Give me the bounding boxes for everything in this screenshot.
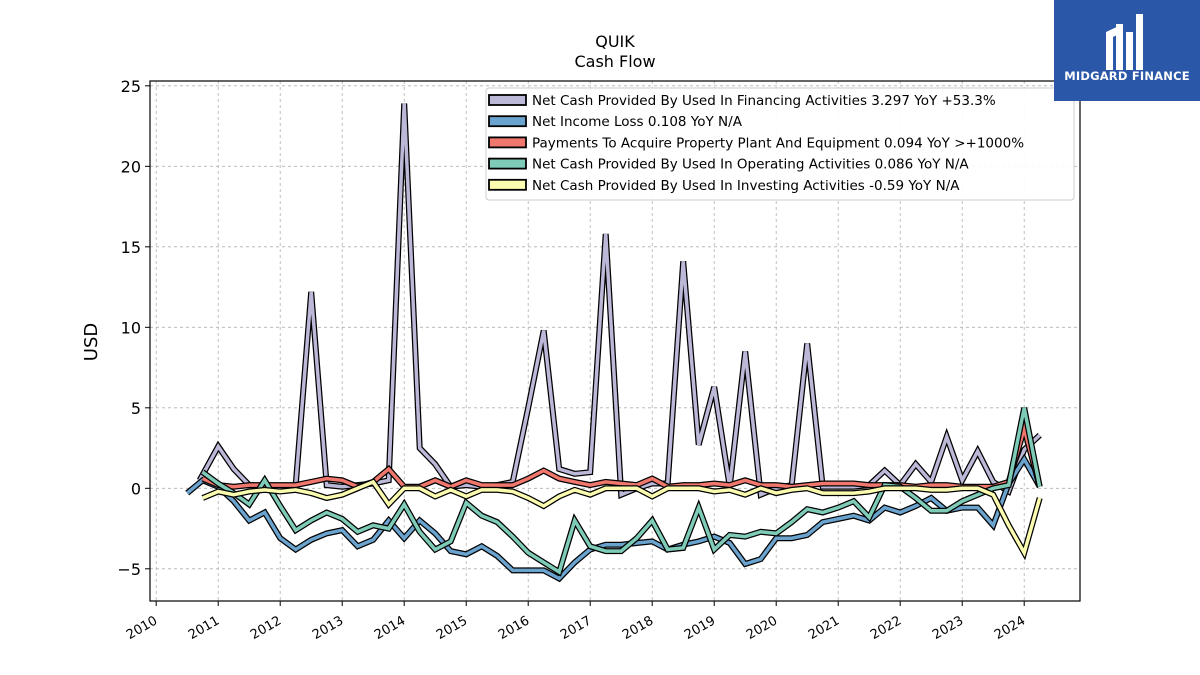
chart-subtitle: Cash Flow [574, 52, 655, 71]
series-stroke [202, 479, 1042, 558]
x-tick-label: 2022 [868, 613, 904, 643]
x-tick-label: 2020 [744, 613, 780, 643]
x-tick-label: 2013 [310, 613, 346, 643]
x-axis: 2010 2011 2012 2013 2014 2015 2016 2017 2018 2019… [124, 601, 1028, 643]
chart-title: QUIK [595, 32, 635, 51]
x-tick-label: 2017 [558, 613, 594, 643]
midgard-logo-icon [1106, 14, 1143, 70]
series-line [201, 478, 1043, 561]
x-tick-label: 2019 [682, 613, 718, 643]
legend-swatch [488, 157, 527, 170]
legend-swatch [488, 178, 527, 191]
series-stroke [186, 455, 1042, 581]
legend-box [485, 87, 1075, 201]
plot-frame [149, 80, 1081, 602]
x-tick-label: 2010 [124, 613, 160, 643]
legend-entry: Net Income Loss 0.108 YoY N/A [532, 114, 743, 130]
y-axis: −5 0 5 10 15 20 25 [117, 77, 150, 579]
legend-entry: Payments To Acquire Property Plant And E… [532, 135, 1024, 151]
y-tick-label: 20 [121, 157, 141, 176]
y-tick-label: 15 [121, 238, 141, 257]
x-tick-label: 2012 [248, 613, 284, 643]
legend-swatch [488, 94, 527, 106]
y-tick-label: −5 [117, 560, 141, 579]
x-tick-label: 2011 [186, 613, 222, 643]
y-tick-label: 5 [131, 399, 141, 418]
x-tick-label: 2018 [620, 613, 656, 643]
x-tick-label: 2024 [992, 613, 1028, 643]
x-tick-label: 2015 [434, 613, 470, 643]
x-tick-label: 2021 [806, 613, 842, 643]
y-axis-label: USD [81, 323, 102, 361]
legend-swatch [488, 136, 527, 149]
legend-entry: Net Cash Provided By Used In Financing A… [532, 93, 996, 109]
legend: Net Cash Provided By Used In Financing A… [485, 87, 1075, 201]
brand-logo: MIDGARD FINANCE [1054, 0, 1200, 101]
series-layer [185, 103, 1043, 583]
y-tick-label: 10 [121, 318, 141, 337]
legend-entry: Net Cash Provided By Used In Operating A… [532, 157, 969, 173]
x-tick-label: 2014 [372, 613, 408, 643]
series-line [185, 453, 1043, 583]
x-tick-label: 2016 [496, 613, 532, 643]
brand-name: MIDGARD FINANCE [1064, 69, 1190, 83]
y-tick-label: 25 [121, 77, 141, 96]
legend-swatch [488, 115, 527, 128]
legend-entry: Net Cash Provided By Used In Investing A… [532, 178, 960, 194]
y-tick-label: 0 [131, 479, 141, 498]
x-tick-label: 2023 [930, 613, 966, 643]
